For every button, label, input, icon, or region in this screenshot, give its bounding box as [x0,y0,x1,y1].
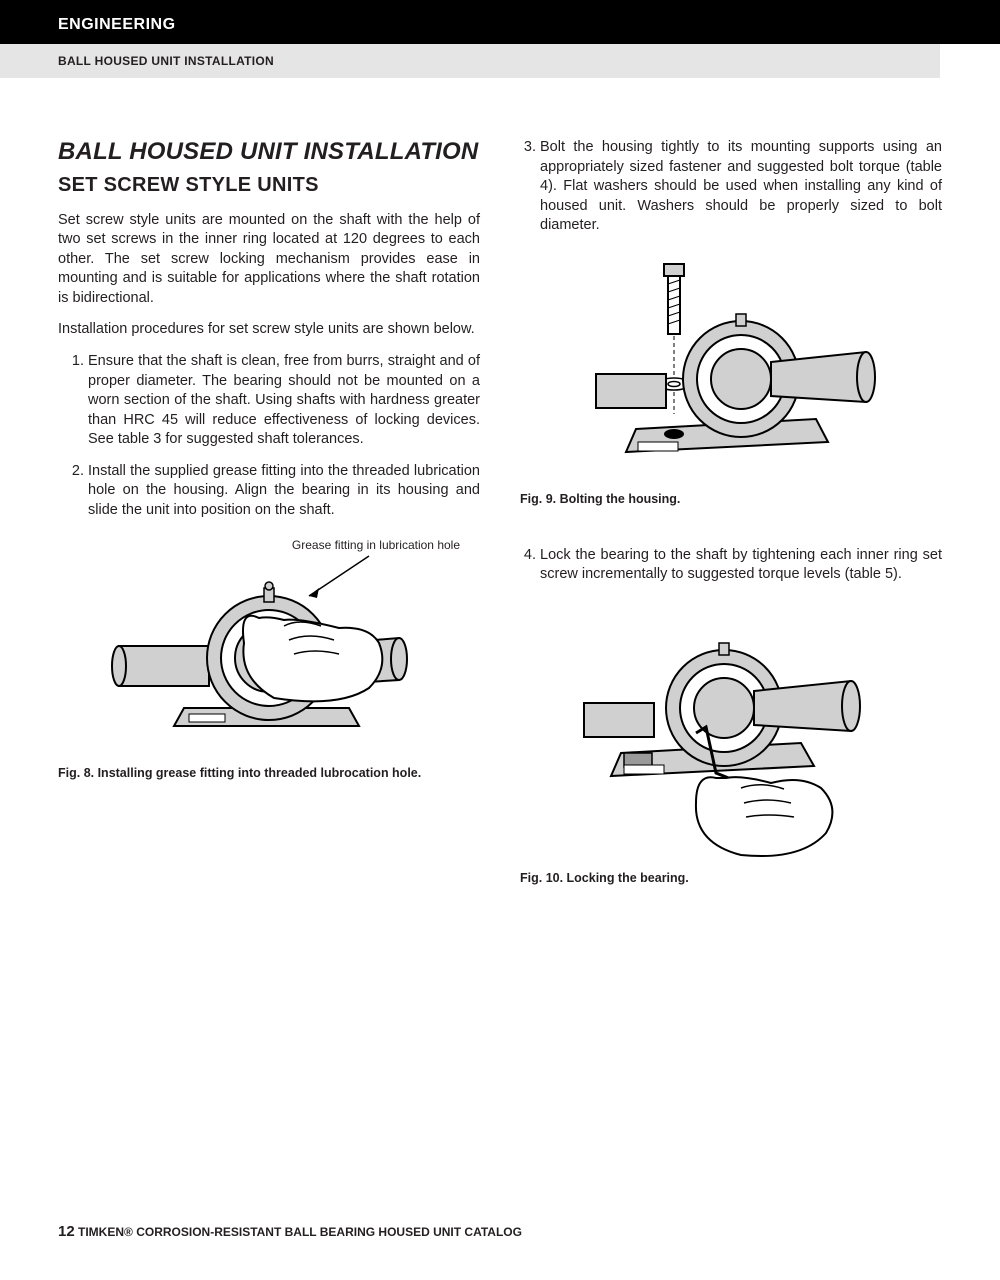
step-number: 3. [520,138,540,236]
figure-10-image [520,603,942,863]
step-text: Bolt the housing tightly to its mounting… [540,138,942,236]
step-1: 1. Ensure that the shaft is clean, free … [58,352,480,450]
footer-text: TIMKEN® CORROSION-RESISTANT BALL BEARING… [75,1225,522,1239]
header-section: ENGINEERING [0,0,1000,44]
step-text: Ensure that the shaft is clean, free fro… [88,352,480,450]
step-number: 4. [520,546,540,585]
step-4: 4. Lock the bearing to the shaft by tigh… [520,546,942,585]
page-footer: 12 TIMKEN® CORROSION-RESISTANT BALL BEAR… [58,1223,522,1240]
figure-8-caption: Fig. 8. Installing grease fitting into t… [58,766,480,780]
figure-9-image [520,254,942,484]
content-area: BALL HOUSED UNIT INSTALLATION SET SCREW … [0,78,1000,895]
intro-paragraph: Set screw style units are mounted on the… [58,211,480,309]
figure-9: Fig. 9. Bolting the housing. [520,254,942,506]
figure-10: Fig. 10. Locking the bearing. [520,603,942,885]
left-column: BALL HOUSED UNIT INSTALLATION SET SCREW … [58,138,480,895]
step-number: 2. [68,462,88,521]
page-title: BALL HOUSED UNIT INSTALLATION [58,138,480,166]
page-subtitle: SET SCREW STYLE UNITS [58,174,480,197]
step-number: 1. [68,352,88,450]
figure-9-caption: Fig. 9. Bolting the housing. [520,492,942,506]
figure-8-image [58,548,480,758]
step-2: 2. Install the supplied grease fitting i… [58,462,480,521]
figure-10-caption: Fig. 10. Locking the bearing. [520,871,942,885]
lead-paragraph: Installation procedures for set screw st… [58,320,480,340]
step-text: Install the supplied grease fitting into… [88,462,480,521]
step-text: Lock the bearing to the shaft by tighten… [540,546,942,585]
header-subsection: BALL HOUSED UNIT INSTALLATION [0,44,940,78]
right-column: 3. Bolt the housing tightly to its mount… [520,138,942,895]
page-number: 12 [58,1223,75,1240]
figure-8: Grease fitting in lubrication hole [58,538,480,780]
step-3: 3. Bolt the housing tightly to its mount… [520,138,942,236]
